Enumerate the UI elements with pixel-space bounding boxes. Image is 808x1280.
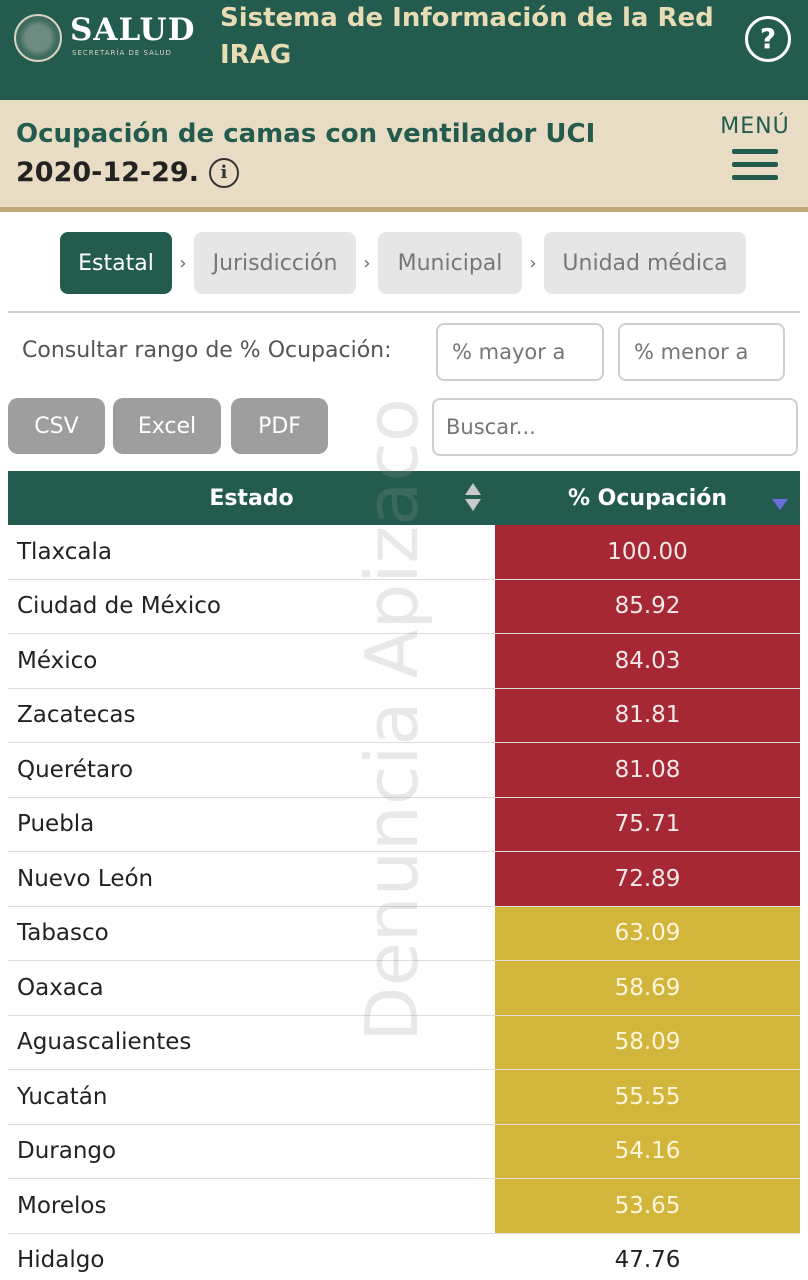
- hamburger-icon: [732, 149, 778, 180]
- pdf-button[interactable]: PDF: [231, 398, 328, 454]
- cell-estado: Puebla: [17, 811, 95, 838]
- table-row: Nuevo León 72.89: [8, 852, 800, 907]
- tab-unidad-medica[interactable]: Unidad médica: [544, 232, 746, 294]
- csv-button[interactable]: CSV: [8, 398, 105, 454]
- cell-estado: Tabasco: [17, 920, 109, 947]
- min-percent-input[interactable]: [436, 323, 604, 381]
- cell-estado: Querétaro: [17, 756, 134, 783]
- sort-descending-icon: [772, 499, 788, 510]
- table-row: Hidalgo 47.76: [8, 1233, 800, 1280]
- cell-estado: Ciudad de México: [17, 593, 222, 620]
- chevron-right-icon: ›: [363, 252, 371, 274]
- table-row: México 84.03: [8, 634, 800, 689]
- table-row: Aguascalientes 58.09: [8, 1015, 800, 1070]
- column-header-label: % Ocupación: [567, 485, 728, 511]
- app-title: Sistema de Información de la Red IRAG: [220, 3, 714, 70]
- table-row: Durango 54.16: [8, 1124, 800, 1179]
- table-row: Tabasco 63.09: [8, 906, 800, 961]
- menu-button[interactable]: MENÚ: [716, 114, 794, 188]
- cell-ocupacion: 75.71: [495, 797, 800, 851]
- cell-ocupacion: 58.69: [495, 961, 800, 1015]
- tab-estatal[interactable]: Estatal: [60, 232, 172, 294]
- cell-estado: Zacatecas: [17, 702, 136, 729]
- top-header: SALUD SECRETARÍA DE SALUD Sistema de Inf…: [0, 0, 808, 100]
- cell-estado: Morelos: [17, 1192, 107, 1219]
- government-seal-logo: [14, 14, 62, 62]
- table-row: Yucatán 55.55: [8, 1070, 800, 1125]
- cell-estado: Hidalgo: [17, 1247, 105, 1274]
- search-input[interactable]: [432, 398, 798, 456]
- info-icon[interactable]: i: [208, 157, 239, 188]
- help-icon[interactable]: ?: [745, 16, 791, 62]
- cell-ocupacion: 81.81: [495, 688, 800, 742]
- chevron-right-icon: ›: [529, 252, 537, 274]
- menu-label: MENÚ: [720, 114, 790, 139]
- cell-estado: Aguascalientes: [17, 1029, 192, 1056]
- sort-both-icon: [465, 483, 481, 513]
- cell-ocupacion: 84.03: [495, 634, 800, 688]
- cell-ocupacion: 58.09: [495, 1015, 800, 1069]
- cell-ocupacion: 55.55: [495, 1070, 800, 1124]
- report-date: 2020-12-29.: [16, 157, 199, 188]
- cell-ocupacion: 100.00: [495, 525, 800, 579]
- excel-button[interactable]: Excel: [113, 398, 221, 454]
- logo-text: SALUD: [70, 12, 196, 48]
- table-body: Tlaxcala 100.00 Ciudad de México 85.92 Méxic…: [8, 525, 800, 1280]
- cell-ocupacion: 47.76: [495, 1233, 800, 1280]
- table-row: Morelos 53.65: [8, 1179, 800, 1234]
- cell-ocupacion: 63.09: [495, 906, 800, 960]
- table-row: Querétaro 81.08: [8, 743, 800, 798]
- chevron-right-icon: ›: [179, 252, 187, 274]
- cell-ocupacion: 85.92: [495, 579, 800, 633]
- column-header-estado[interactable]: Estado: [8, 471, 495, 525]
- column-header-label: Estado: [209, 485, 294, 511]
- logo-subtext: SECRETARÍA DE SALUD: [72, 49, 172, 57]
- table-header: Estado % Ocupación: [8, 471, 800, 525]
- cell-estado: México: [17, 647, 98, 674]
- cell-estado: Oaxaca: [17, 974, 104, 1001]
- table-row: Tlaxcala 100.00: [8, 525, 800, 580]
- page-title: Ocupación de camas con ventilador UCI: [16, 119, 596, 149]
- table-row: Ciudad de México 85.92: [8, 579, 800, 634]
- cell-ocupacion: 81.08: [495, 743, 800, 797]
- date-row: 2020-12-29. i: [16, 157, 239, 188]
- cell-ocupacion: 54.16: [495, 1124, 800, 1178]
- cell-estado: Tlaxcala: [17, 538, 112, 565]
- cell-ocupacion: 72.89: [495, 852, 800, 906]
- max-percent-input[interactable]: [618, 323, 785, 381]
- page-header: Ocupación de camas con ventilador UCI 20…: [0, 100, 808, 212]
- divider: [8, 311, 800, 313]
- tab-jurisdiccion[interactable]: Jurisdicción: [194, 232, 356, 294]
- table-row: Zacatecas 81.81: [8, 688, 800, 743]
- cell-estado: Nuevo León: [17, 865, 154, 892]
- table-row: Puebla 75.71: [8, 797, 800, 852]
- cell-ocupacion: 53.65: [495, 1179, 800, 1233]
- cell-estado: Durango: [17, 1138, 117, 1165]
- column-header-ocupacion[interactable]: % Ocupación: [495, 471, 800, 525]
- tab-municipal[interactable]: Municipal: [378, 232, 522, 294]
- table-row: Oaxaca 58.69: [8, 961, 800, 1016]
- breadcrumb: Estatal › Jurisdicción › Municipal › Uni…: [60, 232, 746, 294]
- range-filter-label: Consultar rango de % Ocupación:: [22, 338, 392, 363]
- cell-estado: Yucatán: [17, 1083, 108, 1110]
- occupancy-table: Estado % Ocupación Tlaxcala 100.00 Ciudad …: [8, 471, 800, 1280]
